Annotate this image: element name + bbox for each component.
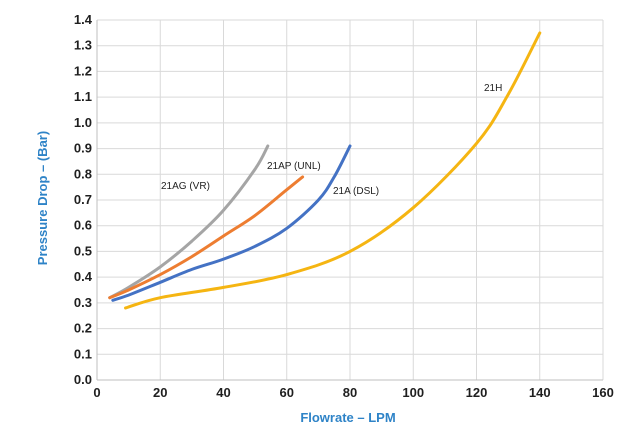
x-tick-label: 80: [343, 385, 357, 400]
y-tick-label: 0.7: [74, 192, 92, 207]
y-tick-label: 1.3: [74, 38, 92, 53]
x-tick-label: 0: [93, 385, 100, 400]
series-label-21ag-vr: 21AG (VR): [161, 181, 210, 192]
x-axis-title: Flowrate – LPM: [300, 410, 395, 425]
y-tick-label: 0.3: [74, 295, 92, 310]
x-tick-label: 60: [280, 385, 294, 400]
y-tick-label: 0.1: [74, 346, 92, 361]
series-label-21h: 21H: [484, 83, 502, 94]
series-line-21a-dsl: [111, 144, 352, 302]
y-tick-label: 0.4: [74, 269, 93, 284]
y-tick-label: 1.4: [74, 12, 93, 27]
series-line-21ap-unl: [108, 175, 305, 300]
x-tick-label: 20: [153, 385, 167, 400]
y-tick-label: 0.0: [74, 372, 92, 387]
x-tick-labels: 0 20 40 60 80 100 120 140 160: [93, 385, 613, 400]
x-tick-label: 40: [216, 385, 230, 400]
series-label-21ap-unl: 21AP (UNL): [267, 161, 321, 172]
y-tick-label: 1.0: [74, 115, 92, 130]
y-tick-label: 1.2: [74, 63, 92, 78]
series-line-21ag-vr: [108, 144, 270, 300]
axes: [96, 20, 603, 381]
y-tick-label: 0.8: [74, 166, 92, 181]
y-tick-label: 0.6: [74, 218, 92, 233]
series-lines: [108, 31, 542, 310]
y-tick-label: 0.5: [74, 243, 92, 258]
series-line-21h: [124, 31, 542, 310]
series-label-21a-dsl: 21A (DSL): [333, 186, 379, 197]
x-tick-label: 120: [466, 385, 488, 400]
x-tick-label: 100: [402, 385, 424, 400]
x-tick-label: 160: [592, 385, 614, 400]
y-tick-labels: 0.0 0.1 0.2 0.3 0.4 0.5 0.6 0.7 0.8 0.9 1.0 1.1 1.2 1…: [74, 12, 93, 387]
y-tick-label: 1.1: [74, 89, 92, 104]
grid: [97, 19, 604, 380]
x-tick-label: 140: [529, 385, 551, 400]
y-axis-title: Pressure Drop – (Bar): [35, 131, 50, 265]
y-tick-label: 0.2: [74, 321, 92, 336]
y-tick-label: 0.9: [74, 141, 92, 156]
